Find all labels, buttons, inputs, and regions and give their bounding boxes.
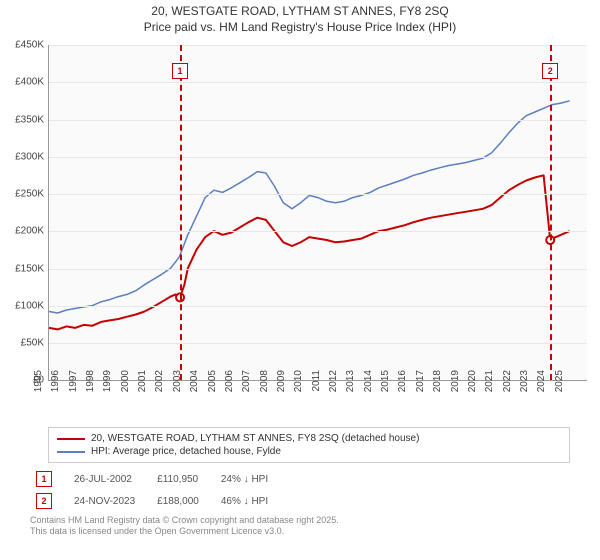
legend-swatch: [57, 438, 85, 440]
gridline-h: [49, 194, 587, 195]
title-line-2: Price paid vs. HM Land Registry's House …: [144, 20, 456, 34]
sale-marker-line: [550, 45, 552, 380]
sale-id-box: 1: [36, 471, 52, 487]
series-line: [49, 101, 570, 313]
y-axis-label: £200K: [0, 226, 44, 237]
gridline-h: [49, 45, 587, 46]
sale-id-box: 2: [36, 493, 52, 509]
legend-label: 20, WESTGATE ROAD, LYTHAM ST ANNES, FY8 …: [91, 433, 419, 444]
y-axis-label: £50K: [0, 337, 44, 348]
table-row: 2 24-NOV-2023£188,00046% ↓ HPI: [32, 491, 284, 511]
y-axis-label: £300K: [0, 151, 44, 162]
table-row: 1 26-JUL-2002£110,95024% ↓ HPI: [32, 469, 284, 489]
sale-delta: 46% ↓ HPI: [217, 491, 284, 511]
gridline-h: [49, 82, 587, 83]
chart-title: 20, WESTGATE ROAD, LYTHAM ST ANNES, FY8 …: [0, 0, 600, 35]
y-axis-label: £400K: [0, 77, 44, 88]
sale-price: £110,950: [153, 469, 215, 489]
gridline-h: [49, 343, 587, 344]
legend-swatch: [57, 451, 85, 453]
sale-marker-box: 1: [172, 63, 188, 79]
sale-date: 26-JUL-2002: [70, 469, 151, 489]
y-axis-label: £100K: [0, 300, 44, 311]
sale-delta: 24% ↓ HPI: [217, 469, 284, 489]
gridline-h: [49, 269, 587, 270]
chart-container: 12 £0£50K£100K£150K£200K£250K£300K£350K£…: [0, 35, 600, 423]
sale-price: £188,000: [153, 491, 215, 511]
footer-line-2: This data is licensed under the Open Gov…: [30, 526, 284, 536]
y-axis-label: £150K: [0, 263, 44, 274]
sale-marker-box: 2: [542, 63, 558, 79]
gridline-h: [49, 231, 587, 232]
title-line-1: 20, WESTGATE ROAD, LYTHAM ST ANNES, FY8 …: [151, 4, 448, 18]
y-axis-label: £350K: [0, 114, 44, 125]
x-axis-label: 2025: [554, 370, 594, 400]
gridline-h: [49, 120, 587, 121]
legend-item: 20, WESTGATE ROAD, LYTHAM ST ANNES, FY8 …: [57, 432, 561, 445]
footer-line-1: Contains HM Land Registry data © Crown c…: [30, 515, 339, 525]
gridline-h: [49, 157, 587, 158]
y-axis-label: £450K: [0, 40, 44, 51]
legend-label: HPI: Average price, detached house, Fyld…: [91, 446, 281, 457]
sale-marker-line: [180, 45, 182, 380]
plot-area: 12: [48, 45, 587, 381]
chart-svg: [49, 45, 587, 380]
footer-attribution: Contains HM Land Registry data © Crown c…: [30, 515, 570, 537]
legend-item: HPI: Average price, detached house, Fyld…: [57, 445, 561, 458]
sales-table: 1 26-JUL-2002£110,95024% ↓ HPI 2 24-NOV-202…: [30, 467, 286, 513]
sale-date: 24-NOV-2023: [70, 491, 151, 511]
y-axis-label: £250K: [0, 189, 44, 200]
gridline-h: [49, 306, 587, 307]
legend: 20, WESTGATE ROAD, LYTHAM ST ANNES, FY8 …: [48, 427, 570, 463]
